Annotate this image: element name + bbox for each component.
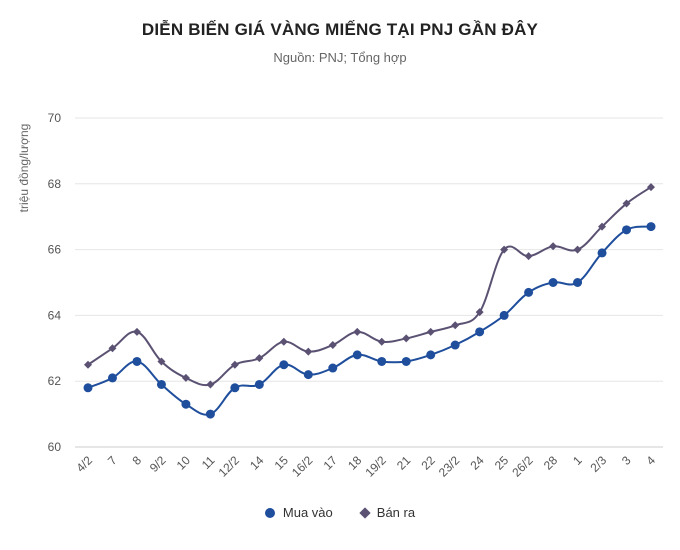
data-point[interactable] <box>353 327 362 336</box>
legend-label-ban-ra: Bán ra <box>376 505 416 520</box>
data-point[interactable] <box>573 245 582 254</box>
legend-item-ban-ra[interactable]: Bán ra <box>359 505 416 520</box>
data-point[interactable] <box>181 373 190 382</box>
data-point[interactable] <box>254 379 264 389</box>
x-tick-label: 24 <box>467 453 487 473</box>
data-point[interactable] <box>304 347 313 356</box>
data-point[interactable] <box>328 341 337 350</box>
y-tick-label: 68 <box>48 177 62 191</box>
x-tick-label: 4/2 <box>73 453 95 475</box>
chart-subtitle: Nguồn: PNJ; Tổng hợp <box>273 50 407 65</box>
data-point[interactable] <box>328 363 338 373</box>
data-point[interactable] <box>279 337 288 346</box>
data-point[interactable] <box>426 350 436 360</box>
data-point[interactable] <box>500 245 509 254</box>
gridlines <box>75 117 663 448</box>
chart-title: DIỄN BIẾN GIÁ VÀNG MIẾNG TẠI PNJ GẦN ĐÂY <box>141 20 539 39</box>
series-lines <box>83 183 656 419</box>
data-point[interactable] <box>475 308 484 317</box>
x-tick-label: 4 <box>643 453 658 468</box>
data-point[interactable] <box>107 373 117 383</box>
data-point[interactable] <box>205 409 215 419</box>
data-point[interactable] <box>132 356 142 366</box>
data-point[interactable] <box>426 327 435 336</box>
x-tick-label: 8 <box>129 453 144 468</box>
data-point[interactable] <box>255 354 264 363</box>
data-point[interactable] <box>622 225 632 235</box>
x-tick-label: 23/2 <box>436 453 463 480</box>
x-tick-label: 14 <box>247 453 267 473</box>
legend-diamond-marker-icon <box>359 506 371 519</box>
data-point[interactable] <box>597 248 607 258</box>
y-axis-label: triệu đồng/lượng <box>17 124 31 213</box>
data-point[interactable] <box>377 356 387 366</box>
x-tick-label: 12/2 <box>216 453 243 480</box>
x-tick-label: 1 <box>570 453 585 468</box>
data-point[interactable] <box>352 350 362 360</box>
x-tick-label: 7 <box>105 453 120 468</box>
data-point[interactable] <box>450 340 460 350</box>
data-point[interactable] <box>646 222 656 232</box>
data-point[interactable] <box>524 287 534 297</box>
data-point[interactable] <box>230 383 240 393</box>
data-point[interactable] <box>84 360 92 369</box>
data-point[interactable] <box>549 242 558 251</box>
series-mua-vao <box>83 222 656 419</box>
data-point[interactable] <box>181 399 191 409</box>
x-tick-label: 26/2 <box>509 453 536 480</box>
x-tick-label: 19/2 <box>362 453 389 480</box>
x-tick-label: 21 <box>394 453 414 473</box>
data-point[interactable] <box>622 199 631 208</box>
data-point[interactable] <box>647 183 655 192</box>
data-point[interactable] <box>524 252 533 261</box>
data-point[interactable] <box>402 334 411 343</box>
y-tick-label: 66 <box>48 243 62 257</box>
data-point[interactable] <box>451 321 460 330</box>
y-tick-label: 62 <box>48 374 62 388</box>
series-line <box>87 186 652 387</box>
x-tick-label: 28 <box>541 453 561 473</box>
data-point[interactable] <box>132 327 141 336</box>
data-point[interactable] <box>83 383 93 393</box>
legend-circle-marker-icon <box>264 507 275 518</box>
x-tick-label: 3 <box>619 453 634 468</box>
y-tick-label: 60 <box>48 440 62 454</box>
data-point[interactable] <box>475 327 485 337</box>
legend-label-mua-vao: Mua vào <box>282 505 333 520</box>
data-point[interactable] <box>279 360 289 370</box>
legend-item-mua-vao[interactable]: Mua vào <box>264 505 333 520</box>
data-point[interactable] <box>230 360 239 369</box>
y-tick-label: 64 <box>48 308 62 322</box>
data-point[interactable] <box>548 278 558 287</box>
data-point[interactable] <box>156 379 166 389</box>
data-point[interactable] <box>573 278 583 287</box>
series-ban-ra <box>84 183 655 389</box>
x-tick-label: 10 <box>174 453 194 473</box>
data-point[interactable] <box>598 222 607 231</box>
y-axis-ticks: 60 62 64 66 68 70 <box>48 111 62 454</box>
data-point[interactable] <box>499 310 509 320</box>
x-tick-label: 9/2 <box>147 453 169 475</box>
series-line <box>87 225 652 416</box>
data-point[interactable] <box>206 380 215 389</box>
data-point[interactable] <box>157 357 166 366</box>
data-point[interactable] <box>401 356 411 366</box>
data-point[interactable] <box>108 344 117 353</box>
data-point[interactable] <box>377 337 386 346</box>
x-tick-label: 2/3 <box>587 453 609 475</box>
x-tick-label: 17 <box>321 453 341 473</box>
data-point[interactable] <box>303 370 313 380</box>
y-tick-label: 70 <box>48 111 62 125</box>
legend: Mua vào Bán ra <box>0 505 680 520</box>
x-tick-label: 16/2 <box>289 453 316 480</box>
